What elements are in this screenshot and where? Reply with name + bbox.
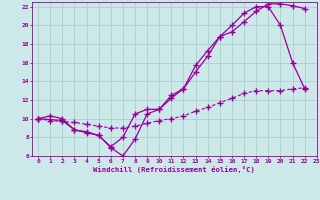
X-axis label: Windchill (Refroidissement éolien,°C): Windchill (Refroidissement éolien,°C) [93,166,255,173]
